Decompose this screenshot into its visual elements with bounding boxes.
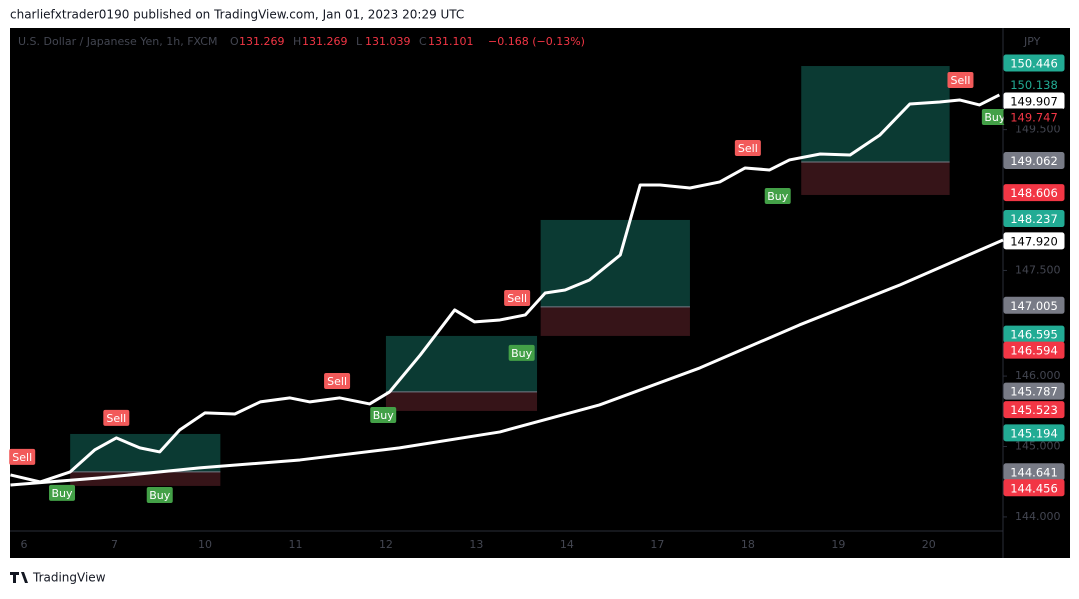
signal-label: Buy [149,489,171,502]
x-tick-label: 17 [650,538,664,551]
signal-label: Sell [507,292,527,305]
price-label-box [1003,210,1065,228]
price-label-box [1003,108,1065,126]
signal-label: Buy [373,409,395,422]
y-tick-label: 144.000 [1015,510,1061,523]
symbol-title: U.S. Dollar / Japanese Yen, 1h, FXCM [18,35,217,48]
moving-average [10,238,1004,487]
price-label: 149.062 [1010,154,1058,168]
signal-label: Buy [511,347,533,360]
x-tick-label: 14 [560,538,574,551]
price-label-box [1003,401,1065,419]
loss-zone [540,306,690,336]
price-label: 145.194 [1010,426,1058,440]
y-tick-label: 146.000 [1015,369,1061,382]
signal-label: Buy [767,190,789,203]
ohlc-key: L [356,35,363,48]
x-tick-label: 13 [469,538,483,551]
price-label-box [1003,382,1065,400]
price-label-box [1003,54,1065,72]
x-tick-label: 19 [831,538,845,551]
ohlc-value: 131.101 [428,35,474,48]
ohlc-value: 131.269 [239,35,285,48]
price-label: 149.747 [1010,110,1058,124]
signal-label: Sell [951,74,971,87]
signal-badge [947,71,974,88]
price-label: 146.594 [1010,344,1058,358]
signal-label: Buy [984,111,1006,124]
signal-label: Sell [12,451,32,464]
price-label: 150.446 [1010,56,1058,70]
price-label: 145.787 [1010,385,1058,399]
price-label: 149.907 [1010,94,1058,108]
profit-zone [801,66,950,163]
ohlc-key: C [419,35,427,48]
signal-label: Buy [52,487,74,500]
header: charliefxtrader0190 published on Trading… [10,8,464,22]
signal-label: Sell [327,375,347,388]
signal-label: Sell [106,412,126,425]
moving-average [10,93,1001,484]
price-label: 146.595 [1010,328,1058,342]
price-label: 147.005 [1010,299,1058,313]
x-tick-label: 7 [111,538,118,551]
price-label: 148.606 [1010,186,1058,200]
loss-zone [385,391,538,411]
signal-badge [981,109,1008,126]
price-label-box [1003,341,1065,359]
price-label-box [1003,151,1065,169]
signal-badge [508,344,535,361]
signal-label: Sell [738,142,758,155]
x-tick-label: 11 [288,538,302,551]
brand: TradingView [32,571,106,585]
ohlc-value: 131.039 [365,35,411,48]
price-label: 144.641 [1010,465,1058,479]
signal-badge [324,372,351,389]
x-tick-label: 20 [922,538,936,551]
profit-zone [540,219,690,307]
brand-logo [10,572,28,583]
unit: JPY [1023,35,1041,48]
plot-area: Sell Buy Sell Buy Sell Buy Sell Buy Sell Buy Sell B… [9,66,1008,503]
ohlc-key: O [230,35,239,48]
x-tick-label: 12 [379,538,393,551]
signal-badge [504,289,531,306]
price-label-box [1003,232,1065,250]
profit-zone [70,433,221,472]
signal-badge [370,406,397,423]
x-tick-label: 6 [21,538,28,551]
ohlc-key: H [293,35,301,48]
y-tick-label: 147.500 [1015,263,1061,276]
loss-zone [801,162,950,195]
price-label: 145.523 [1010,403,1058,417]
price-label-box [1003,479,1065,497]
price-label-box [1003,424,1065,442]
signal-badge [146,486,173,503]
signal-badge [103,409,130,426]
change: −0.168 (−0.13%) [488,35,585,48]
price-label-box [1003,184,1065,202]
x-tick-label: 18 [741,538,755,551]
x-tick-label: 10 [198,538,212,551]
price-label: 144.456 [1010,481,1058,495]
signal-badge [734,139,761,156]
profit-zone [385,335,538,392]
y-tick-label: 149.500 [1015,123,1061,136]
price-label-box [1003,296,1065,314]
y-tick-label: 145.000 [1015,439,1061,452]
price-label: 150.138 [1010,78,1058,92]
loss-zone [70,471,221,486]
price-label: 147.920 [1010,234,1058,248]
signal-badge [764,187,791,204]
signal-badge [49,484,76,501]
price-label: 148.237 [1010,212,1058,226]
ohlc-value: 131.269 [302,35,348,48]
signal-badge [9,448,36,465]
